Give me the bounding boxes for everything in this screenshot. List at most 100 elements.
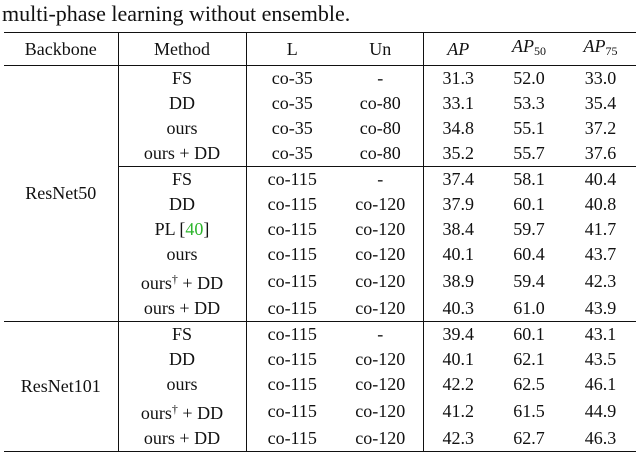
l-cell: co-115 — [267, 298, 317, 318]
method-cell: DD — [118, 347, 247, 372]
ap50-cell: 55.7 — [513, 143, 545, 163]
method-name: ours — [166, 374, 198, 394]
table-row: ours + DD co-115 co-120 40.3 61.0 43.9 — [4, 296, 636, 322]
un-cell: - — [338, 166, 424, 192]
table-row: ours co-35 co-80 34.8 55.1 37.2 — [4, 116, 636, 141]
un-cell: co-80 — [338, 141, 424, 167]
ap50-cell: 59.7 — [513, 219, 545, 239]
ap50-cell: 61.5 — [513, 401, 545, 421]
method-name: ours + DD — [143, 143, 221, 163]
method-cell: FS — [118, 321, 247, 347]
l-cell: co-115 — [267, 349, 317, 369]
ap75-cell: 42.3 — [584, 271, 617, 291]
l-cell: co-35 — [271, 143, 313, 163]
un-cell: co-120 — [338, 347, 424, 372]
ap50-cell: 60.4 — [513, 244, 545, 264]
method-cell: ours + DD — [118, 141, 247, 167]
table-body: ResNet50 FS co-35-31.3 52.0 33.0 DD co-35 co-80… — [4, 65, 636, 452]
table-row: ours + DD co-115 co-120 42.3 62.7 46.3 — [4, 426, 636, 452]
ap75-cell: 46.1 — [584, 374, 617, 394]
header-un: Un — [338, 32, 424, 66]
method-cell: DD — [118, 91, 247, 116]
table-row: ours co-115 co-120 40.1 60.4 43.7 — [4, 242, 636, 267]
l-cell: co-115 — [246, 321, 338, 347]
header-l: L — [246, 32, 338, 66]
ap-cell: 40.1 — [442, 349, 475, 369]
ap-cell: 37.4 — [423, 166, 493, 192]
method-name: DD — [169, 349, 195, 369]
ap-cell: 40.3 — [442, 298, 475, 318]
ap75-cell: 46.3 — [584, 428, 617, 448]
ap50-cell: 59.4 — [513, 271, 545, 291]
un-cell: - — [338, 65, 424, 91]
ap-cell: 41.2 — [442, 401, 475, 421]
l-cell: co-115 — [267, 428, 317, 448]
results-table: Backbone Method L Un AP AP50 AP75 ResNet… — [4, 32, 636, 452]
header-method: Method — [118, 32, 247, 66]
method-cell: ours — [118, 116, 247, 141]
table-row: DD co-35 co-80 33.1 53.3 35.4 — [4, 91, 636, 116]
method-cell: ours† + DD — [118, 397, 247, 426]
ap-cell: 38.9 — [442, 271, 475, 291]
header-ap50-main: AP — [512, 36, 534, 56]
l-cell: co-115 — [267, 244, 317, 264]
method-name: ours + DD — [143, 298, 221, 318]
table-caption: multi-phase learning without ensemble. — [2, 1, 351, 26]
header-backbone: Backbone — [4, 32, 119, 66]
un-cell: co-120 — [338, 372, 424, 397]
table-row: ResNet101 FS co-115-39.4 60.1 43.1 — [4, 321, 636, 452]
ap-cell: 33.1 — [442, 93, 475, 113]
table-row: ours + DD co-35 co-80 35.2 55.7 37.6 — [4, 141, 636, 167]
l-cell: co-115 — [267, 374, 317, 394]
ap-cell: 39.4 — [423, 321, 493, 347]
backbone-cell: ResNet101 — [4, 321, 119, 452]
ap75-cell: 35.4 — [584, 93, 617, 113]
citation-link[interactable]: 40 — [185, 219, 204, 239]
table-row: DD co-115 co-120 37.9 60.1 40.8 — [4, 192, 636, 217]
method-cell: ours — [118, 242, 247, 267]
ap50-cell: 60.1 — [493, 321, 565, 347]
ap50-cell: 58.1 — [493, 166, 565, 192]
un-cell: - — [338, 321, 424, 347]
header-ap50: AP50 — [493, 32, 565, 66]
method-name: ours + DD — [143, 428, 221, 448]
header-ap50-sub: 50 — [534, 44, 546, 58]
dagger-mark: † — [171, 272, 178, 286]
ap75-cell: 43.5 — [584, 349, 617, 369]
method-name: ours — [140, 273, 172, 293]
ap75-cell: 43.1 — [565, 321, 636, 347]
l-cell: co-115 — [267, 219, 317, 239]
table-row: FS co-115-37.4 58.1 40.4 — [4, 166, 636, 192]
un-cell: co-120 — [338, 397, 424, 426]
l-cell: co-35 — [271, 68, 313, 88]
ap-cell: 31.3 — [442, 68, 475, 88]
un-cell: co-120 — [338, 267, 424, 296]
ap75-cell: 43.7 — [584, 244, 617, 264]
l-cell: co-115 — [267, 401, 317, 421]
header-row: Backbone Method L Un AP AP50 AP75 — [4, 32, 636, 66]
l-cell: co-115 — [267, 271, 317, 291]
table-row: ours co-115 co-120 42.2 62.5 46.1 — [4, 372, 636, 397]
dagger-mark: † — [171, 402, 178, 416]
ap75-cell: 33.0 — [584, 68, 617, 88]
method-cell: ours + DD — [118, 426, 247, 452]
ap75-cell: 40.8 — [584, 194, 617, 214]
l-cell: co-35 — [271, 118, 313, 138]
table-row: DD co-115 co-120 40.1 62.1 43.5 — [4, 347, 636, 372]
un-cell: co-120 — [338, 192, 424, 217]
table-row: ours† + DD co-115 co-120 41.2 61.5 44.9 — [4, 397, 636, 426]
method-name: ours — [166, 118, 198, 138]
method-name: ours — [140, 403, 172, 423]
un-cell: co-80 — [338, 116, 424, 141]
un-cell: co-120 — [338, 426, 424, 452]
ap50-cell: 60.1 — [513, 194, 545, 214]
backbone-cell: ResNet50 — [4, 65, 119, 322]
un-cell: co-120 — [338, 242, 424, 267]
ap50-cell: 53.3 — [513, 93, 545, 113]
ap50-cell: 61.0 — [513, 298, 545, 318]
method-name: DD — [169, 194, 195, 214]
table-row: ResNet50 FS co-35-31.3 52.0 33.0 — [4, 65, 636, 322]
method-suffix: + DD — [177, 403, 224, 423]
l-cell: co-115 — [267, 194, 317, 214]
ap-cell: 34.8 — [442, 118, 475, 138]
